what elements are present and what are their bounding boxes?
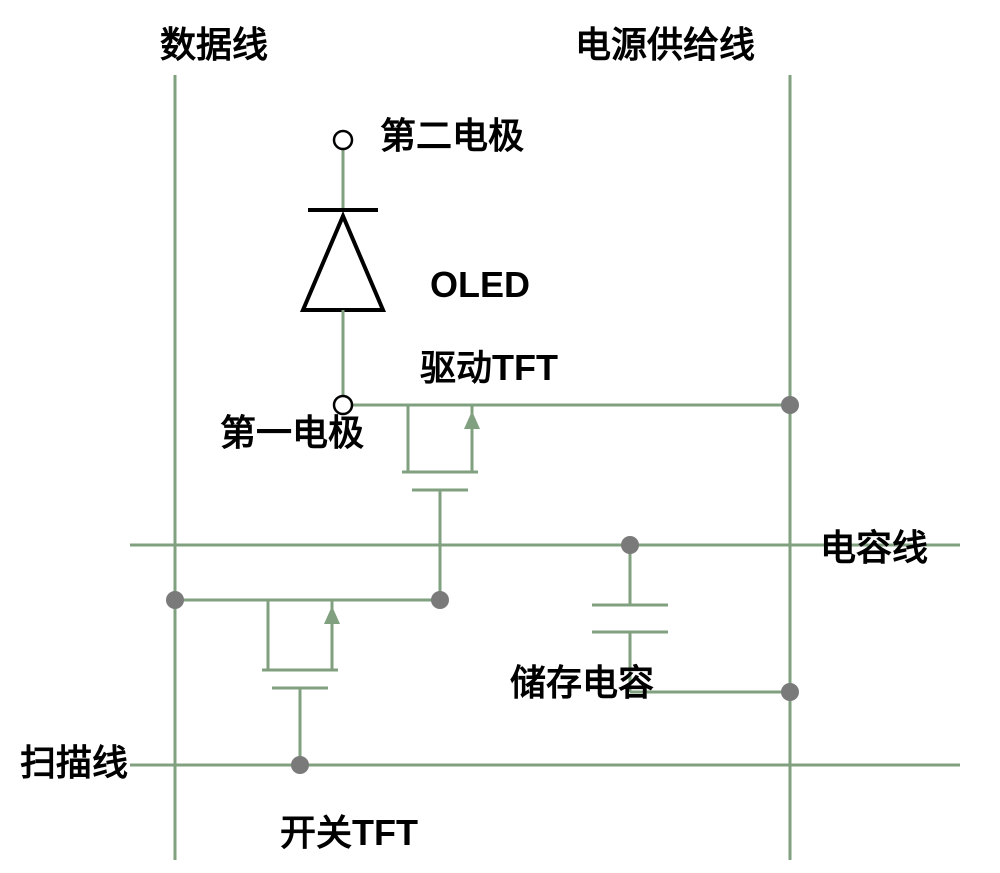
switch-tft-arrow xyxy=(324,606,340,624)
node-power-cap xyxy=(781,683,799,701)
label-power_line: 电源供给线 xyxy=(575,24,755,65)
node-electrode2 xyxy=(334,131,352,149)
label-oled: OLED xyxy=(430,264,530,305)
label-storage_cap: 储存电容 xyxy=(510,662,654,703)
node-data-switch xyxy=(166,591,184,609)
drive-tft-arrow xyxy=(464,411,480,429)
label-switch_tft: 开关TFT xyxy=(280,812,418,853)
label-scan_line: 扫描线 xyxy=(20,742,128,783)
oled-pixel-circuit: 数据线 电源供给线第二电极 OLED 驱动TFT 第一电极电容线储存电容扫描线开关TFT xyxy=(0,0,1000,873)
node-scan-gate xyxy=(291,756,309,774)
oled-diode xyxy=(303,216,383,310)
label-electrode2: 第二电极 xyxy=(380,115,524,156)
label-drive_tft: 驱动TFT xyxy=(420,347,558,388)
node-power-drive xyxy=(781,396,799,414)
label-data_line: 数据线 xyxy=(160,24,268,65)
label-electrode1: 第一电极 xyxy=(220,412,364,453)
label-cap_line: 电容线 xyxy=(820,527,928,568)
node-capline-cap xyxy=(621,536,639,554)
node-mid xyxy=(431,591,449,609)
